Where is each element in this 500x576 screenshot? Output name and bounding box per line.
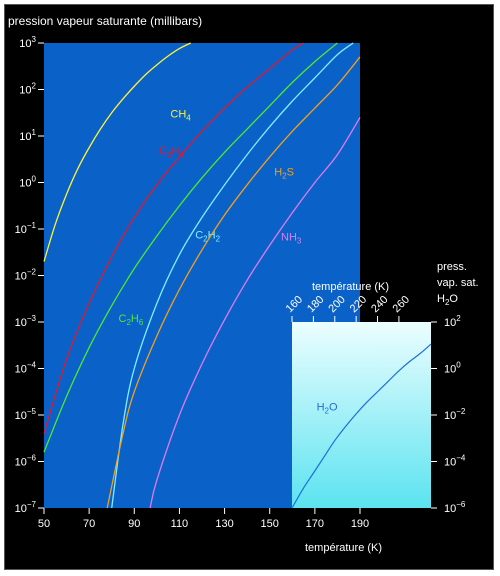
inset-x-tick-label: 260 [391, 294, 412, 315]
main-y-tick-label: 10−5 [15, 407, 37, 422]
main-y-tick-label: 101 [19, 128, 36, 143]
series-line-c2h6 [43, 42, 338, 453]
main-x-tick-label: 110 [171, 518, 189, 530]
inset-y-tick-label: 102 [444, 314, 461, 329]
series-line-nh3 [149, 117, 361, 509]
inset-plot-area [292, 322, 431, 508]
main-y-tick-label: 10−2 [15, 268, 37, 283]
inset-y-tick-label: 10−2 [444, 407, 466, 422]
series-label-ch4: CH4 [170, 108, 191, 122]
main-x-tick-label: 70 [83, 518, 95, 530]
main-x-tick-label: 150 [261, 518, 279, 530]
inset-x-tick-label: 240 [369, 294, 390, 315]
main-x-tick-label: 190 [351, 518, 369, 530]
main-y-tick-label: 10−4 [15, 361, 37, 376]
inset-y-tick-label: 100 [444, 361, 461, 376]
series-line-c2h4 [43, 42, 304, 434]
main-y-tick-label: 10−7 [15, 500, 37, 515]
series-label-c2h6: C2H6 [118, 313, 143, 327]
main-y-tick-label: 100 [19, 175, 36, 190]
series-label-nh3: NH3 [281, 232, 302, 246]
main-y-tick-label: 10−3 [15, 314, 37, 329]
inset-x-axis-label: température (K) [312, 281, 389, 293]
main-y-tick-label: 10−1 [15, 221, 37, 236]
main-x-tick-label: 130 [215, 518, 233, 530]
series-line-ch4 [43, 42, 192, 262]
main-x-tick-label: 50 [38, 518, 50, 530]
series-line-c2h2 [111, 42, 354, 509]
inset-y-tick-label: 10−4 [444, 454, 466, 469]
series-line-h2s [106, 56, 361, 509]
main-y-tick-label: 10−6 [15, 454, 37, 469]
main-chart-title: pression vapeur saturante (millibars) [8, 14, 202, 28]
series-label-h2s: H2S [274, 167, 294, 181]
inset-y-axis-label-formula: H2O [437, 293, 458, 307]
inset-y-axis-label-line1: press. [437, 261, 467, 273]
series-label-c2h4: C2H4 [159, 146, 184, 160]
main-y-tick-label: 103 [19, 35, 36, 50]
main-y-tick-label: 102 [19, 82, 36, 97]
inset-y-axis-label-line2: vap. sat. [437, 277, 479, 289]
inset-series-line-h2o [291, 343, 432, 509]
main-x-tick-label: 90 [128, 518, 140, 530]
inset-series-label-h2o: H2O [317, 401, 338, 415]
main-x-tick-label: 170 [306, 518, 324, 530]
inset-y-tick-label: 10−6 [444, 500, 466, 515]
main-x-axis-label: température (K) [305, 542, 382, 554]
